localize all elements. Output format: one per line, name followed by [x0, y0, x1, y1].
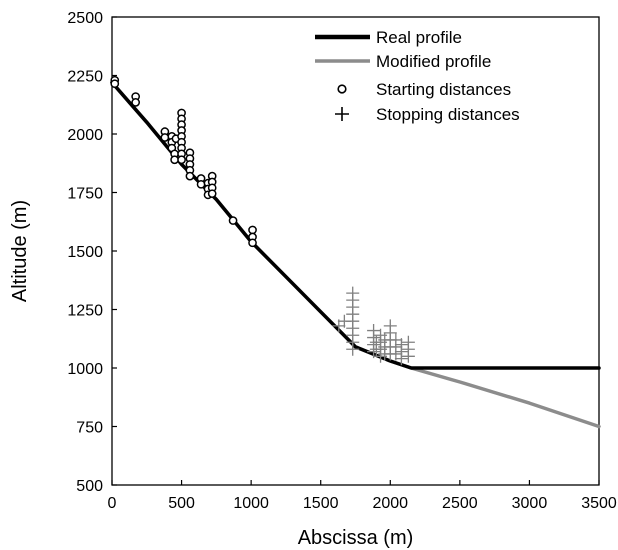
- starting-distance-marker: [160, 133, 170, 142]
- axis-ticks: 0 500 1000 1500 2000 2500 3000 3500 500 750 1000 12…: [67, 10, 616, 512]
- x-tick-label: 3500: [581, 495, 617, 512]
- legend-starting-marker: [337, 84, 347, 94]
- starting-distance-marker: [248, 238, 257, 248]
- y-tick-label: 750: [76, 420, 103, 437]
- y-tick-label: 2000: [67, 127, 103, 144]
- starting-distance-marker: [228, 216, 238, 225]
- y-tick-label: 1000: [67, 361, 103, 378]
- legend-starting-label: Starting distances: [376, 80, 511, 99]
- starting-distance-marker: [248, 225, 257, 235]
- starting-distance-marker: [196, 179, 206, 189]
- x-tick-label: 2500: [442, 495, 478, 512]
- starting-distance-marker: [110, 79, 120, 89]
- x-axis-title: Abscissa (m): [298, 527, 414, 549]
- starting-distance-marker: [170, 155, 179, 165]
- y-tick-label: 1750: [67, 186, 103, 203]
- x-tick-label: 0: [108, 495, 117, 512]
- stopping-distance-marker: [367, 345, 381, 359]
- y-tick-label: 500: [76, 478, 103, 495]
- x-tick-label: 2000: [372, 495, 408, 512]
- stopping-distance-marker: [401, 349, 415, 363]
- x-tick-label: 3000: [512, 495, 548, 512]
- x-tick-label: 1000: [233, 495, 269, 512]
- stopping-distance-marker: [346, 342, 360, 356]
- legend-stopping-label: Stopping distances: [376, 105, 520, 124]
- x-tick-label: 1500: [303, 495, 339, 512]
- starting-distance-marker: [185, 171, 195, 181]
- legend: Real profile Modified profile Starting d…: [315, 28, 520, 124]
- legend-modified-profile-label: Modified profile: [376, 52, 491, 71]
- legend-stopping-marker: [335, 107, 349, 121]
- x-tick-label: 500: [168, 495, 195, 512]
- y-axis-title: Altitude (m): [9, 200, 31, 302]
- starting-distance-marker: [131, 98, 141, 107]
- legend-real-profile-label: Real profile: [376, 28, 462, 47]
- stopping-distance-marker: [394, 352, 408, 366]
- starting-distance-marker: [177, 155, 186, 165]
- starting-distance-marker: [207, 189, 217, 199]
- y-tick-label: 2500: [67, 10, 103, 27]
- plot-frame: [111, 16, 600, 486]
- series-layer: [110, 75, 601, 429]
- y-tick-label: 2250: [67, 69, 103, 86]
- y-tick-label: 1250: [67, 303, 103, 320]
- y-tick-label: 1500: [67, 244, 103, 261]
